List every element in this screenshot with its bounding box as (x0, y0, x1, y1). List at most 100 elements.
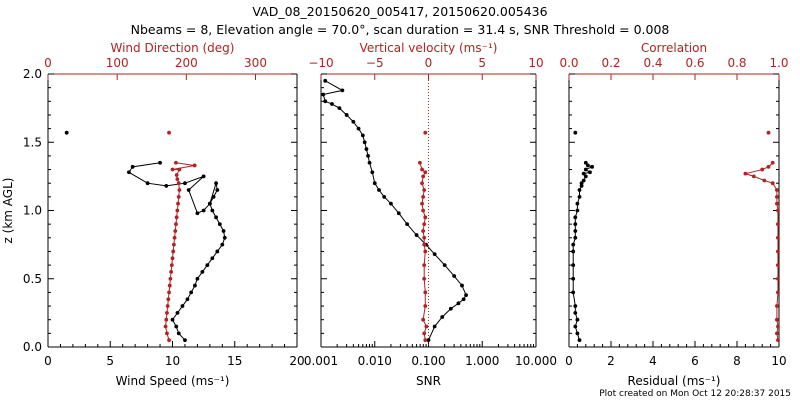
data-point-black (201, 174, 206, 179)
data-point-black (573, 130, 578, 135)
data-point-black (222, 235, 227, 240)
data-point-red (174, 215, 179, 220)
y-tick-label: 2.0 (23, 67, 42, 81)
data-point-red (423, 130, 428, 135)
top-tick-label: −10 (308, 56, 333, 70)
data-point-black (158, 160, 162, 165)
data-point-red (192, 163, 197, 168)
data-point-black (130, 164, 135, 169)
data-point-red (164, 317, 169, 322)
data-point-black (360, 133, 365, 138)
data-point-black (573, 324, 578, 329)
y-tick-label: 1.5 (23, 135, 42, 149)
data-point-red (175, 177, 180, 182)
data-point-red (421, 229, 426, 233)
top-tick-label: 0.4 (643, 56, 662, 70)
top-tick-label: 100 (106, 56, 129, 70)
x-axis-label: SNR (416, 374, 441, 388)
data-point-red (776, 208, 780, 213)
data-point-black (571, 276, 576, 281)
x-tick-label: 4 (649, 354, 657, 368)
x-axis-label: Wind Speed (ms⁻¹) (116, 374, 230, 388)
data-point-red (776, 263, 780, 267)
data-point-black (323, 78, 328, 83)
x-tick-label: 0 (44, 354, 52, 368)
data-point-red (775, 194, 779, 199)
data-point-red (174, 222, 178, 227)
data-point-black (573, 222, 578, 227)
x-tick-label: 0.001 (304, 354, 338, 368)
data-point-black (344, 113, 349, 117)
top-tick-label: 300 (244, 56, 267, 70)
data-point-red (165, 304, 170, 308)
data-point-red (422, 331, 427, 336)
data-point-black (414, 233, 419, 237)
data-point-red (775, 188, 779, 192)
top-axis-label: Correlation (641, 41, 707, 55)
data-point-red (169, 270, 174, 274)
data-point-red (165, 331, 169, 336)
data-point-red (776, 235, 780, 240)
data-point-red (172, 235, 177, 240)
data-point-red (775, 317, 779, 322)
data-point-red (163, 324, 168, 329)
data-point-black (573, 235, 578, 240)
data-point-black (583, 167, 588, 172)
top-tick-label: 1.0 (769, 56, 788, 70)
data-point-black (440, 315, 445, 319)
data-point-black (464, 293, 468, 298)
data-point-black (337, 106, 342, 111)
data-point-black (573, 304, 578, 308)
data-point-black (351, 119, 356, 124)
data-point-black (221, 229, 226, 233)
x-tick-label: 0.100 (411, 354, 445, 368)
data-point-red (776, 290, 780, 295)
data-point-red (423, 338, 428, 343)
data-point-black (573, 215, 578, 220)
x-tick-label: 10.000 (515, 354, 557, 368)
x-tick-label: 10 (165, 354, 180, 368)
top-tick-label: −5 (366, 56, 384, 70)
data-point-black (405, 222, 410, 227)
series-line-black (322, 80, 467, 341)
data-point-black (175, 310, 180, 315)
data-point-red (776, 338, 780, 343)
top-tick-label: 0.6 (685, 56, 704, 70)
data-point-black (340, 88, 345, 93)
data-point-black (214, 215, 218, 220)
x-tick-label: 10 (771, 354, 786, 368)
top-tick-label: 10 (528, 56, 543, 70)
x-tick-label: 6 (691, 354, 699, 368)
data-point-red (165, 310, 169, 315)
data-point-black (573, 310, 578, 315)
data-point-black (210, 256, 215, 261)
data-point-black (577, 194, 582, 199)
data-point-red (420, 167, 424, 172)
data-point-black (201, 208, 206, 213)
data-point-black (366, 154, 370, 158)
data-point-black (364, 147, 369, 151)
data-point-black (195, 211, 200, 216)
data-point-red (177, 188, 182, 192)
data-point-black (330, 102, 334, 106)
data-point-red (776, 249, 780, 254)
data-point-red (766, 164, 771, 169)
data-point-red (176, 194, 181, 199)
data-point-red (167, 130, 171, 135)
top-tick-label: 0.8 (727, 56, 746, 70)
data-point-red (423, 215, 428, 220)
data-point-black (183, 181, 187, 186)
data-point-black (442, 263, 447, 267)
data-point-black (389, 201, 393, 206)
data-point-red (422, 222, 427, 227)
top-axis-label: Wind Direction (deg) (111, 41, 235, 55)
data-point-black (571, 290, 576, 295)
data-point-black (183, 338, 187, 343)
data-point-red (423, 290, 428, 295)
data-point-red (770, 181, 775, 186)
data-point-red (423, 249, 428, 254)
data-point-black (571, 249, 576, 254)
data-point-red (776, 276, 780, 281)
data-point-black (448, 306, 453, 311)
data-point-red (170, 256, 175, 261)
